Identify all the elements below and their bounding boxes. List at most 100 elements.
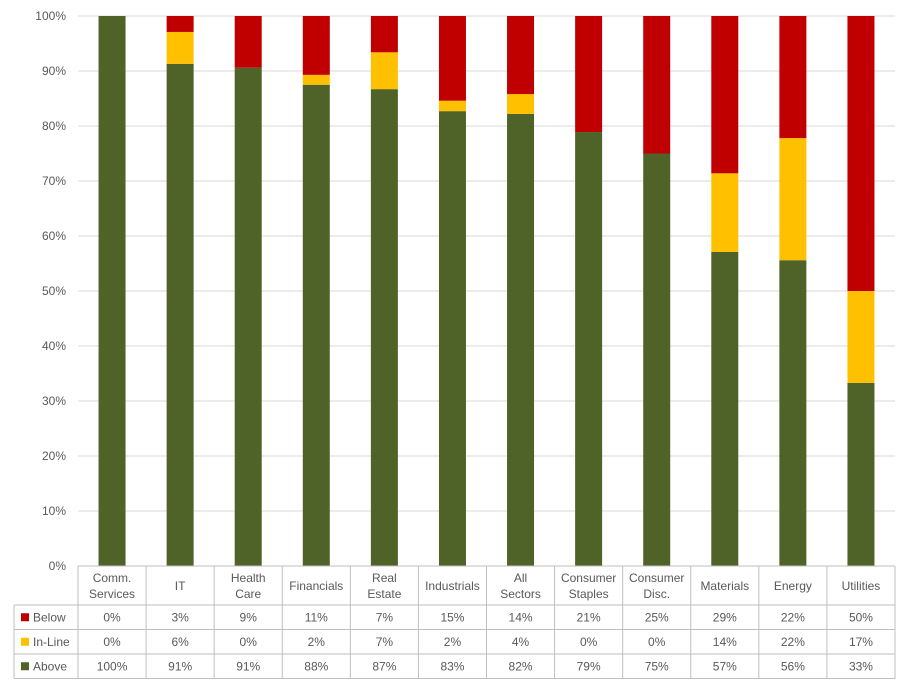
bar-segment-below <box>847 16 875 291</box>
table-cell: 7% <box>376 635 394 649</box>
table-cell: 83% <box>440 659 464 673</box>
bar-segment-above <box>847 382 875 566</box>
table-cell: 100% <box>97 659 128 673</box>
bar-segment-above <box>234 67 262 566</box>
category-label: Financials <box>289 579 343 593</box>
table-cell: 0% <box>103 635 121 649</box>
category-label: Sectors <box>500 587 541 601</box>
table-cell: 25% <box>645 610 669 624</box>
table-cell: 9% <box>240 610 258 624</box>
bar-segment-in-line <box>438 100 466 112</box>
table-cell: 82% <box>509 659 533 673</box>
bar-segment-in-line <box>847 291 875 383</box>
category-label: Disc. <box>643 587 670 601</box>
category-label: Health <box>231 571 266 585</box>
gridlines <box>78 15 895 567</box>
table-cell: 6% <box>171 635 189 649</box>
table-cell: 88% <box>304 659 328 673</box>
bars <box>98 16 875 567</box>
table-cell: 21% <box>577 610 601 624</box>
data-table: Comm. Services IT Health Care Financials Real E… <box>13 565 896 679</box>
table-cell: 3% <box>171 610 189 624</box>
table-cell: 0% <box>648 635 666 649</box>
category-label: Care <box>235 587 261 601</box>
y-tick-label: 100% <box>35 9 66 23</box>
category-label: Industrials <box>425 579 480 593</box>
table-cell: 14% <box>713 635 737 649</box>
table-cell: 75% <box>645 659 669 673</box>
bar-segment-below <box>643 16 671 154</box>
bar-segment-in-line <box>711 173 739 252</box>
y-tick-label: 10% <box>42 504 66 518</box>
bar-segment-below <box>302 16 330 75</box>
table-cell: 7% <box>376 610 394 624</box>
table-cell: 22% <box>781 610 805 624</box>
legend-label: Below <box>33 610 66 624</box>
legend-label: In-Line <box>33 635 70 649</box>
bar-segment-below <box>575 16 603 133</box>
bar-segment-above <box>302 84 330 566</box>
category-label: Services <box>89 587 135 601</box>
bar-segment-below <box>507 16 535 95</box>
legend-swatch-below <box>21 613 29 622</box>
y-tick-label: 50% <box>42 284 66 298</box>
category-label: Real <box>372 571 397 585</box>
bar-segment-below <box>166 16 194 32</box>
y-tick-label: 30% <box>42 394 66 408</box>
table-cell: 29% <box>713 610 737 624</box>
category-label: Utilities <box>842 579 881 593</box>
y-axis: 0% 10% 20% 30% 40% 50% 60% 70% 80% 90% 100% <box>35 9 66 573</box>
table-cell: 91% <box>168 659 192 673</box>
bar-segment-above <box>98 16 126 566</box>
y-tick-label: 80% <box>42 119 66 133</box>
bar-segment-below <box>370 16 398 53</box>
bar-segment-in-line <box>370 52 398 90</box>
legend-swatch-above <box>21 662 29 671</box>
bar-segment-above <box>575 132 603 567</box>
legend-swatch-in-line <box>21 637 29 646</box>
table-cell: 2% <box>444 635 462 649</box>
table-cell: 15% <box>440 610 464 624</box>
table-cell: 87% <box>372 659 396 673</box>
bar-segment-in-line <box>779 138 807 261</box>
table-cell: 0% <box>240 635 258 649</box>
bar-segment-above <box>643 153 671 566</box>
category-label: Staples <box>569 587 609 601</box>
bar-segment-above <box>779 260 807 566</box>
legend-label: Above <box>33 659 67 673</box>
category-label: Energy <box>774 579 812 593</box>
table-cell: 14% <box>509 610 533 624</box>
bar-segment-above <box>507 113 535 567</box>
category-label: All <box>514 571 527 585</box>
category-label: Comm. <box>93 571 132 585</box>
category-label: Materials <box>700 579 749 593</box>
table-cell: 4% <box>512 635 530 649</box>
bar-segment-above <box>438 111 466 567</box>
table-cell: 33% <box>849 659 873 673</box>
bar-segment-in-line <box>507 94 535 114</box>
y-tick-label: 90% <box>42 64 66 78</box>
table-cell: 2% <box>308 635 326 649</box>
y-tick-label: 20% <box>42 449 66 463</box>
bar-segment-below <box>779 16 807 139</box>
table-cell: 56% <box>781 659 805 673</box>
y-tick-label: 0% <box>49 559 67 573</box>
category-label: IT <box>175 579 186 593</box>
bar-segment-below <box>438 16 466 101</box>
category-label: Consumer <box>629 571 684 585</box>
table-cell: 79% <box>577 659 601 673</box>
table-cell: 0% <box>580 635 598 649</box>
category-label: Consumer <box>561 571 616 585</box>
y-tick-label: 70% <box>42 174 66 188</box>
table-cell: 17% <box>849 635 873 649</box>
category-label: Estate <box>367 587 401 601</box>
bar-segment-above <box>166 63 194 566</box>
table-cell: 11% <box>305 610 328 624</box>
table-cell: 0% <box>103 610 121 624</box>
bar-segment-in-line <box>302 74 330 85</box>
table-cell: 91% <box>236 659 260 673</box>
bar-segment-above <box>370 89 398 567</box>
bar-segment-in-line <box>166 31 194 64</box>
table-cell: 50% <box>849 610 873 624</box>
